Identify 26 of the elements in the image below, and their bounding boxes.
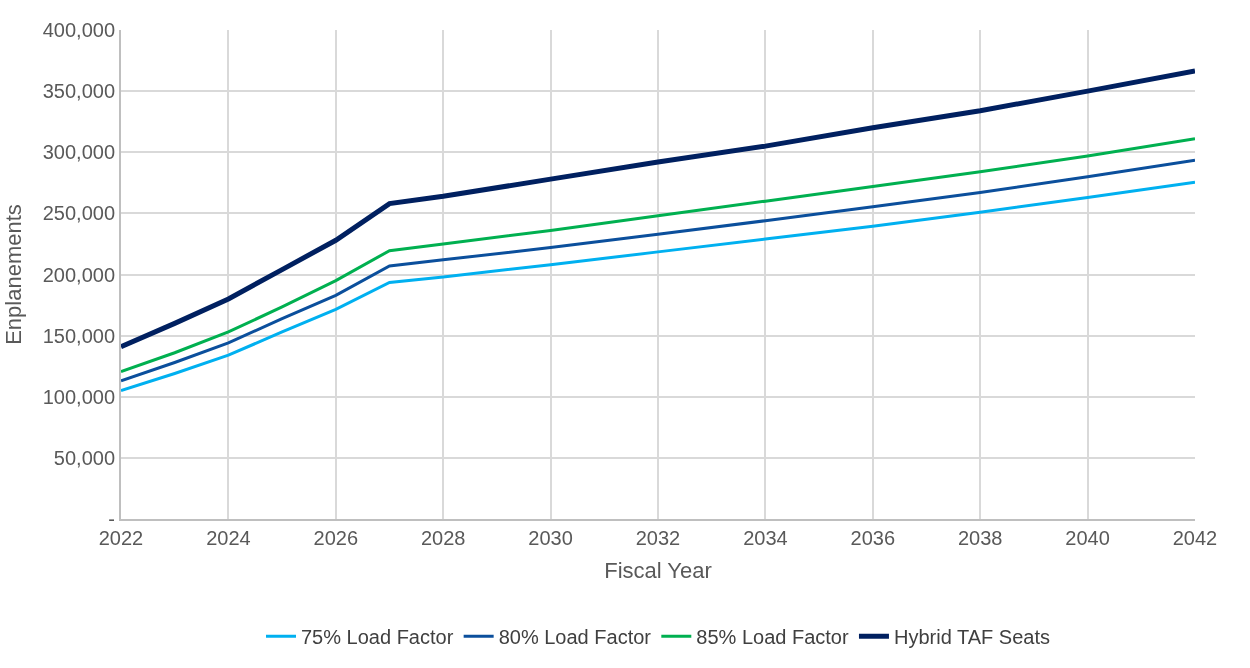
y-tick-label: -: [108, 508, 115, 530]
y-tick-label: 400,000: [42, 19, 115, 41]
legend-label: 80% Load Factor: [498, 626, 652, 649]
legend-label: 75% Load Factor: [301, 626, 454, 649]
x-tick-label: 2040: [1065, 527, 1110, 549]
y-tick-label: 100,000: [42, 385, 115, 408]
x-tick-label: 2032: [635, 527, 681, 549]
y-tick-label: 150,000: [42, 324, 115, 347]
y-tick-label: 300,000: [42, 141, 115, 164]
x-tick-label: 2022: [98, 527, 144, 549]
x-tick-label: 2028: [420, 527, 466, 549]
legend-label: 85% Load Factor: [696, 626, 849, 649]
y-tick-label: 250,000: [42, 202, 115, 225]
y-tick-label: 50,000: [53, 446, 115, 469]
x-tick-label: 2026: [313, 527, 359, 549]
x-tick-label: 2036: [850, 527, 896, 549]
legend-label: Hybrid TAF Seats: [893, 626, 1050, 649]
x-tick-label: 2038: [957, 527, 1003, 549]
x-tick-label: 2034: [743, 527, 788, 549]
x-tick-label: 2030: [528, 527, 573, 549]
y-tick-label: 200,000: [42, 263, 115, 286]
x-tick-label: 2024: [206, 527, 251, 549]
x-axis-title: Fiscal Year: [604, 558, 712, 584]
x-tick-label: 2042: [1172, 527, 1218, 549]
y-tick-label: 350,000: [42, 80, 115, 103]
y-axis-title: Enplanements: [1, 204, 26, 345]
